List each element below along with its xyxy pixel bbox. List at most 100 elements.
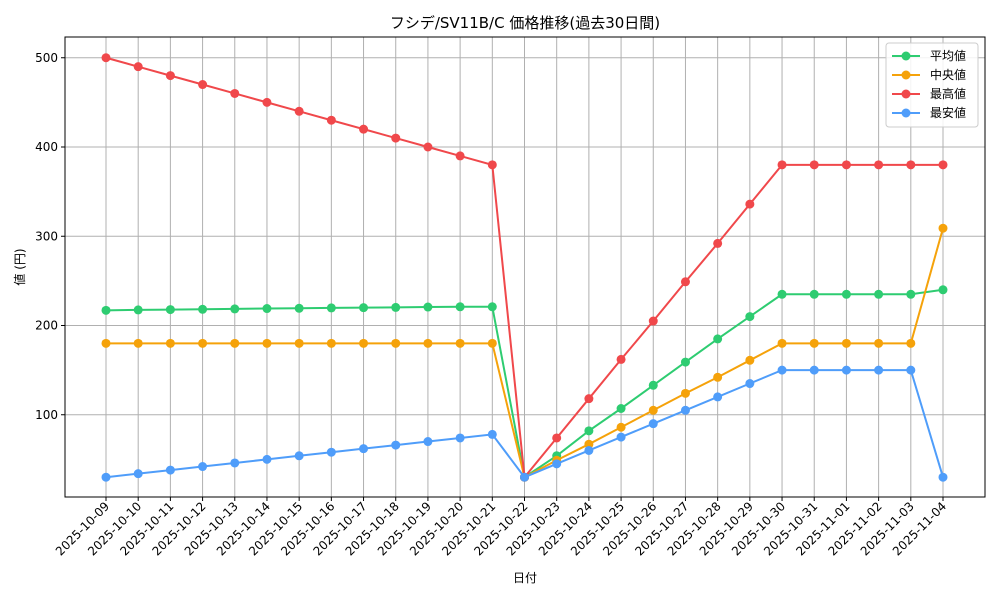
data-point [648,316,658,326]
data-point [777,365,787,375]
data-point [359,338,369,348]
data-point [841,365,851,375]
data-point [713,334,723,344]
data-point [874,365,884,375]
series-line [101,365,948,482]
legend-marker-icon [901,70,911,80]
data-point [552,433,562,443]
data-point [874,160,884,170]
data-point [101,53,111,63]
grid-lines [65,37,985,497]
data-point [487,302,497,312]
legend-label: 最高値 [930,86,966,101]
data-point [777,338,787,348]
data-point [713,392,723,402]
data-point [745,199,755,209]
data-point [230,338,240,348]
data-point [165,465,175,475]
data-point [648,419,658,429]
data-point [487,429,497,439]
data-point [584,426,594,436]
y-tick-label: 100 [35,408,58,422]
legend-item: 最安値 [892,105,966,120]
data-point [552,459,562,469]
legend-item: 最高値 [892,86,966,101]
chart-title: フシデ/SV11B/C 価格推移(過去30日間) [390,14,660,32]
data-point [938,223,948,233]
data-point [262,304,272,314]
data-point [391,440,401,450]
data-point [487,160,497,170]
series-line [101,53,948,482]
data-point [198,304,208,314]
data-point [133,338,143,348]
data-point [423,142,433,152]
data-point [262,454,272,464]
data-point [391,133,401,143]
data-point [777,160,787,170]
data-point [133,469,143,479]
data-point [809,160,819,170]
data-point [455,302,465,312]
data-point [616,404,626,414]
data-point [938,160,948,170]
data-point [262,338,272,348]
data-point [745,312,755,322]
data-point [616,432,626,442]
y-tick-label: 400 [35,140,58,154]
data-point [326,338,336,348]
data-point [487,338,497,348]
data-point [841,289,851,299]
data-point [680,405,690,415]
data-point [359,303,369,313]
data-point [777,289,787,299]
data-point [906,289,916,299]
data-point [809,365,819,375]
data-point [455,433,465,443]
legend-item: 中央値 [892,67,966,82]
data-series [101,53,948,482]
data-point [423,302,433,312]
data-point [198,80,208,90]
data-point [198,338,208,348]
data-point [713,372,723,382]
data-point [906,365,916,375]
y-axis-ticks: 100 200 300 400 500 [35,51,65,422]
y-axis-label: 値 (円) [12,248,27,285]
y-tick-label: 300 [35,229,58,243]
data-point [648,380,658,390]
data-point [326,447,336,457]
data-point [874,289,884,299]
legend-label: 平均値 [930,48,966,63]
data-point [938,472,948,482]
data-point [906,160,916,170]
data-point [165,338,175,348]
data-point [391,302,401,312]
data-point [294,303,304,313]
data-point [680,277,690,287]
data-point [230,458,240,468]
data-point [809,289,819,299]
legend-marker-icon [901,51,911,61]
data-point [584,439,594,449]
data-point [359,444,369,454]
data-point [455,151,465,161]
data-point [326,115,336,125]
y-tick-label: 200 [35,319,58,333]
legend-marker-icon [901,108,911,118]
data-point [648,405,658,415]
data-point [841,160,851,170]
data-point [874,338,884,348]
data-point [326,303,336,313]
data-point [938,285,948,295]
legend-label: 最安値 [930,105,966,120]
data-point [230,304,240,314]
data-point [101,305,111,315]
data-point [294,338,304,348]
y-tick-label: 500 [35,51,58,65]
data-point [680,388,690,398]
data-point [745,379,755,389]
data-point [294,106,304,116]
